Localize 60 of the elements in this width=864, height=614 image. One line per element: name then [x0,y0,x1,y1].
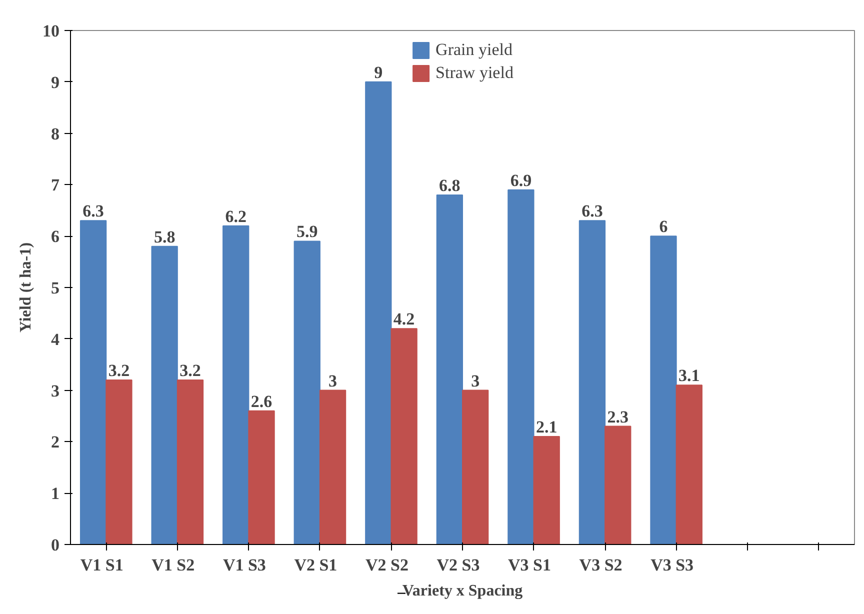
bar [604,426,632,544]
data-label: 2.3 [607,407,628,426]
bar [106,380,132,544]
x-tick-label: V3 S1 [508,556,552,574]
y-tick-label: 7 [51,176,60,195]
x-tick-label: V1 S3 [222,556,266,574]
bar [676,384,702,544]
y-tick-label: 9 [51,72,60,92]
y-tick-label: 10 [42,22,60,40]
y-axis-title: Yield (t ha-1) [18,242,34,333]
y-tick-label: 1 [51,484,60,504]
legend-label: Grain yield [436,40,512,60]
data-label: 4.2 [393,310,415,329]
bar [578,220,606,544]
y-tick-label: 5 [51,278,60,298]
x-tick-label: V3 S3 [650,556,694,574]
x-tick-label: V2 S2 [365,556,408,574]
data-label: 5.8 [154,227,176,246]
data-label: 3 [471,371,480,390]
bar [365,81,392,544]
bar [248,410,275,544]
x-tick-label: V2 S1 [294,556,338,574]
data-label: 3.2 [180,361,201,380]
y-tick-label: 8 [51,124,60,144]
bar [151,246,178,544]
data-label: 6.3 [582,202,603,221]
data-label: 2.1 [536,418,558,437]
y-tick-label: 6 [51,227,60,246]
data-label: 6.8 [439,176,460,195]
data-label: 5.9 [296,222,318,242]
bar [222,225,250,544]
bar [319,390,346,544]
legend-label: Straw yield [436,63,514,83]
data-label: 3.2 [108,361,130,380]
y-tick-label: 2 [51,432,60,452]
data-label: 6.2 [225,206,246,226]
data-label: 3.1 [678,366,700,386]
data-label: 6 [659,217,668,236]
x-tick-label: V3 S2 [579,556,622,574]
x-axis-title: Variety x Spacing [402,582,523,600]
bar [176,380,204,544]
data-label: 6.9 [510,170,532,190]
bar [533,436,560,544]
x-tick-label: V1 S2 [152,556,195,574]
data-label: 3 [328,371,338,390]
bar [508,189,534,544]
bar [650,236,677,544]
x-tick-label: V1 S1 [80,556,124,574]
bar [436,194,463,544]
bar [390,328,418,544]
bar [294,240,320,544]
bar [80,220,107,544]
y-tick-label: 4 [51,330,60,349]
y-tick-label: 3 [51,381,60,400]
y-tick-label: 0 [51,536,60,554]
x-tick-label: V2 S3 [436,556,480,574]
data-label: 6.3 [82,202,104,221]
bar [462,390,489,544]
data-label: 2.6 [250,392,272,411]
data-label: 9 [374,62,383,82]
